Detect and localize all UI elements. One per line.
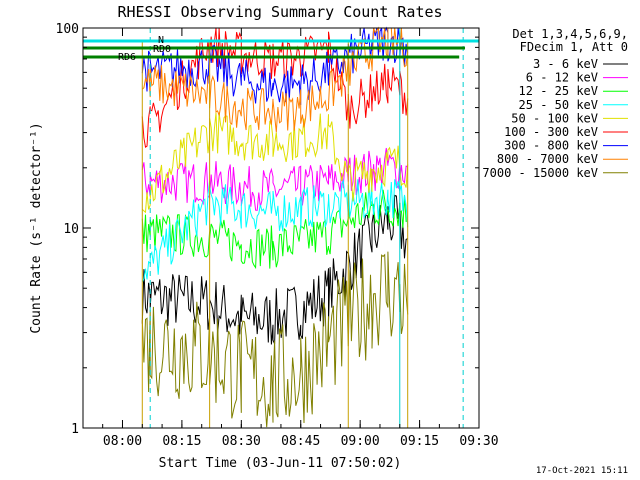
legend-header-line-2: FDecim 1, Att 0: [520, 40, 628, 54]
series-line: [141, 251, 409, 428]
legend-label: 6 - 12 keV: [526, 71, 598, 85]
legend-label: 50 - 100 keV: [511, 111, 598, 125]
legend-label: 100 - 300 keV: [504, 125, 598, 139]
legend-label: 7000 - 15000 keV: [482, 166, 598, 180]
legend: Det 1,3,4,5,6,9, FDecim 1, Att 0 3 - 6 k…: [482, 27, 628, 180]
legend-label: 800 - 7000 keV: [497, 152, 598, 166]
series-line: [141, 176, 409, 283]
x-tick-label: 09:00: [341, 434, 380, 449]
x-tick-label: 08:15: [162, 434, 201, 449]
series-line: [141, 194, 408, 345]
y-axis-label: Count Rate (s⁻¹ detector⁻¹): [29, 122, 44, 333]
chart-title: RHESSI Observing Summary Count Rates: [117, 3, 442, 21]
series-line: [141, 26, 409, 133]
x-tick-label: 09:15: [400, 434, 439, 449]
x-tick-label: 08:00: [103, 434, 142, 449]
footer-date: 17-Oct-2021 15:11: [536, 466, 628, 476]
state-annotation: RD6: [118, 52, 136, 63]
series-line: [141, 189, 408, 270]
state-annotation: RD0: [153, 44, 171, 55]
series-line: [141, 112, 409, 214]
y-tick-label: 1: [71, 422, 79, 437]
x-tick-label: 08:45: [281, 434, 320, 449]
legend-label: 25 - 50 keV: [519, 98, 598, 112]
x-tick-label: 08:30: [222, 434, 261, 449]
y-tick-label: 10: [63, 222, 79, 237]
series-line: [141, 27, 409, 148]
legend-header-line-1: Det 1,3,4,5,6,9,: [512, 27, 628, 41]
y-tick-label: 100: [56, 22, 79, 37]
x-axis-label: Start Time (03-Jun-11 07:50:02): [159, 456, 402, 471]
state-annotation: N: [158, 35, 164, 46]
legend-label: 300 - 800 keV: [504, 139, 598, 153]
x-tick-label: 09:30: [459, 434, 498, 449]
legend-label: 3 - 6 keV: [533, 57, 598, 71]
tick-layer: 08:00 08:15 08:30 08:45 09:00 09:15 09:30 1 10 10…: [56, 22, 499, 449]
series-line: [141, 147, 408, 211]
legend-label: 12 - 25 keV: [519, 84, 598, 98]
